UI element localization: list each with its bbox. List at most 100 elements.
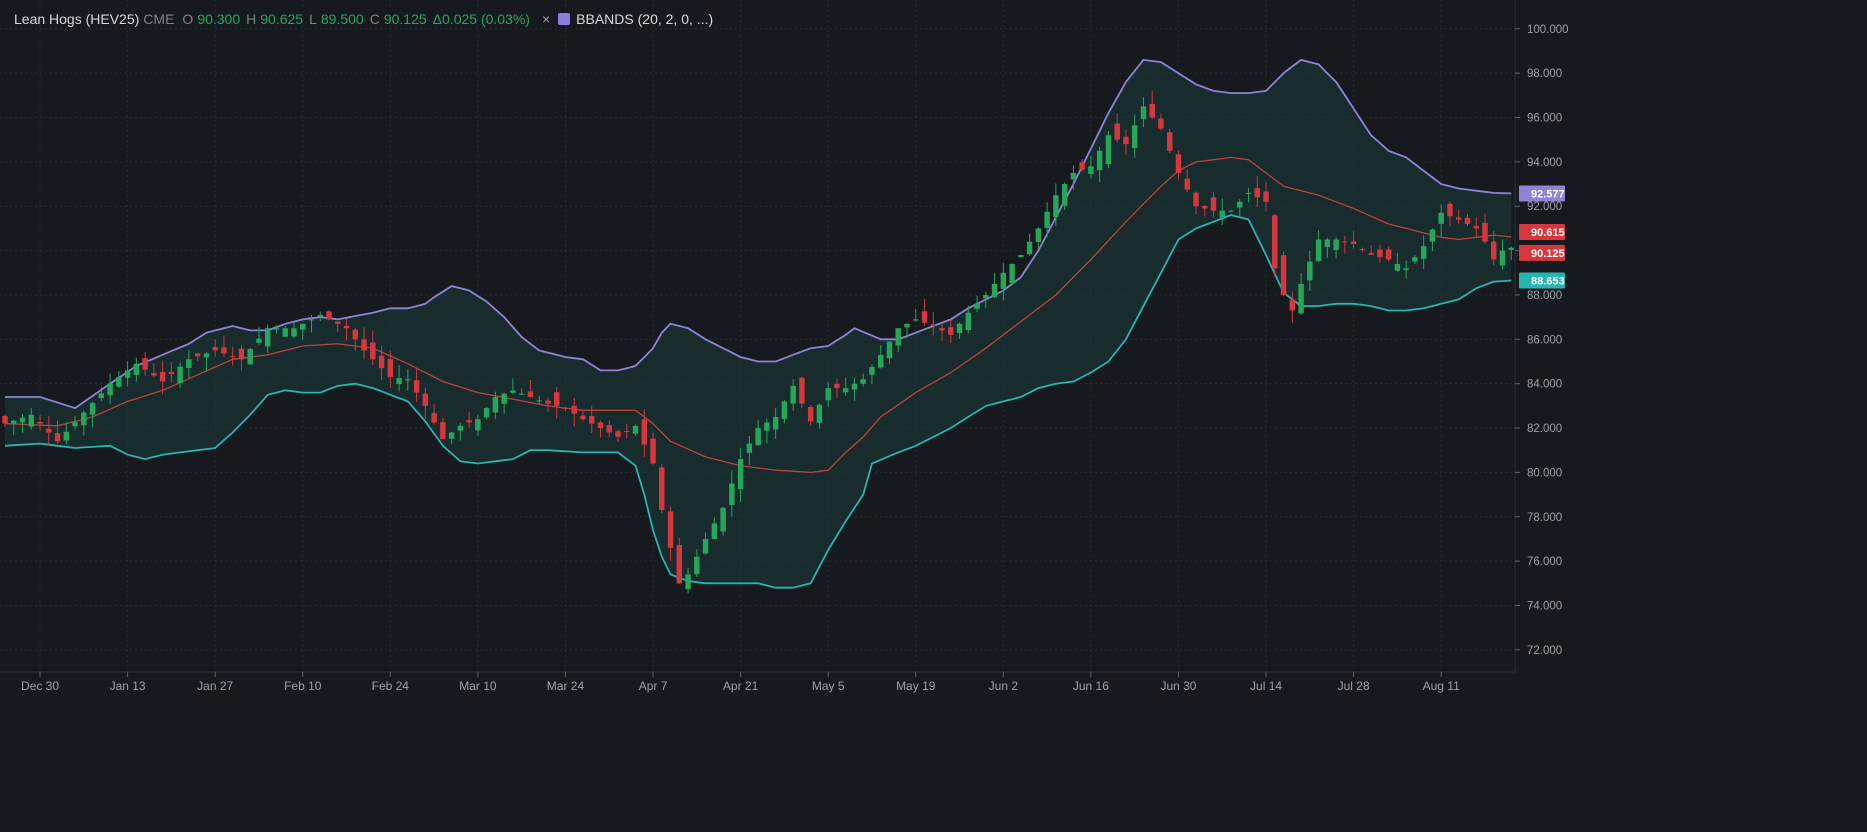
candle-body: [229, 356, 236, 358]
candle-body: [851, 383, 858, 390]
candle-body: [256, 338, 262, 343]
candle-body: [221, 347, 227, 354]
candle-body: [746, 443, 753, 453]
candle-body: [527, 391, 534, 397]
candle-body: [1035, 228, 1042, 243]
candle-body: [475, 419, 481, 431]
bollinger-upper-line: [5, 58, 1512, 410]
candle-body: [422, 393, 429, 406]
candle-body: [1438, 212, 1444, 224]
price-tag-label: 92.577: [1531, 188, 1565, 200]
candle-body: [1473, 226, 1479, 229]
candle-body: [151, 373, 157, 376]
candle-body: [1368, 253, 1374, 256]
candle-body: [772, 416, 779, 430]
candle-body: [1096, 150, 1103, 171]
candle-body: [19, 417, 26, 423]
candle-body: [913, 319, 919, 321]
candle-body: [413, 380, 420, 393]
candle-body: [1245, 192, 1252, 194]
price-tick-label: 72.000: [1527, 645, 1562, 657]
bollinger-lower-line: [4, 214, 1512, 589]
indicator-params-more[interactable]: ...): [696, 11, 714, 27]
price-tick-label: 92.000: [1527, 201, 1562, 213]
candle-body: [300, 323, 306, 330]
candle-body: [1114, 123, 1120, 140]
candle-body: [799, 377, 805, 404]
candle-body: [641, 419, 647, 445]
candle-body: [781, 401, 788, 419]
candle-body: [991, 283, 998, 298]
time-tick-label: Aug 11: [1423, 679, 1460, 693]
time-tick-label: Jul 14: [1250, 679, 1282, 693]
candle-body: [1280, 255, 1287, 295]
price-scale-background: [1515, 0, 1867, 832]
candle-body: [1237, 201, 1243, 208]
time-tick-label: Mar 10: [459, 679, 497, 693]
candle-body: [1447, 203, 1453, 217]
candle-body: [1403, 268, 1409, 271]
time-tick-label: Jan 27: [197, 679, 233, 693]
candle-body: [11, 420, 17, 424]
bollinger-band-fill: [5, 59, 1512, 588]
price-tick-label: 82.000: [1527, 423, 1562, 435]
time-tick-label: Apr 7: [639, 679, 668, 693]
price-tick-label: 94.000: [1527, 157, 1562, 169]
price-tag-lower: [1519, 272, 1565, 289]
candle-body: [89, 402, 96, 415]
candle-body: [1499, 250, 1506, 266]
candle-body: [133, 363, 140, 376]
time-tick-label: Feb 24: [372, 679, 410, 693]
candle-body: [194, 353, 201, 357]
indicator-color-swatch[interactable]: [558, 13, 571, 25]
price-tick-label: 76.000: [1527, 556, 1562, 568]
candle-body: [720, 507, 726, 532]
candle-body: [1289, 300, 1296, 311]
time-tick-label: Feb 10: [284, 679, 322, 693]
candle-body: [81, 412, 87, 426]
close-value: 90.125: [383, 11, 427, 27]
candle-body: [186, 359, 192, 368]
time-tick-label: Jun 30: [1160, 679, 1196, 693]
candle-body: [116, 377, 122, 387]
candle-body: [361, 339, 367, 351]
candle-body: [107, 383, 113, 396]
price-tag-close: [1519, 244, 1565, 261]
candle-body: [632, 425, 639, 434]
candle-body: [1359, 249, 1366, 251]
candle-body: [589, 416, 595, 424]
candle-body: [694, 556, 700, 575]
candle-body: [1123, 136, 1129, 145]
candle-body: [1394, 263, 1401, 271]
candle-body: [510, 390, 516, 393]
low-value: 89.500: [320, 11, 364, 27]
candle-body: [956, 323, 963, 333]
candle-body: [1009, 263, 1015, 284]
time-tick-label: Jan 13: [110, 679, 146, 693]
candle-body: [1377, 249, 1383, 258]
indicator-name[interactable]: BBANDS (20, 2, 0,: [576, 11, 693, 27]
candle-body: [860, 379, 866, 384]
candle-body: [1053, 195, 1059, 218]
candle-body: [1026, 241, 1033, 255]
candle-body: [886, 341, 893, 359]
candle-body: [1228, 210, 1234, 212]
remove-indicator-icon[interactable]: ×: [541, 11, 551, 27]
candle-body: [1202, 206, 1208, 209]
candle-body: [755, 428, 761, 446]
candle-body: [790, 385, 796, 404]
open-value: 90.300: [197, 11, 241, 27]
candle-body: [1149, 103, 1155, 118]
candle-body: [571, 405, 577, 414]
exchange-label: CME: [143, 11, 175, 27]
symbol-name[interactable]: Lean Hogs (HEV25): [14, 11, 140, 27]
candle-body: [448, 432, 455, 439]
candle-body: [98, 393, 105, 399]
candle-body: [702, 538, 709, 554]
candle-body: [1166, 132, 1173, 151]
price-tick-label: 98.000: [1527, 68, 1562, 80]
candle-body: [46, 428, 52, 433]
price-tick-label: 88.000: [1527, 290, 1562, 302]
candle-body: [1175, 154, 1182, 173]
